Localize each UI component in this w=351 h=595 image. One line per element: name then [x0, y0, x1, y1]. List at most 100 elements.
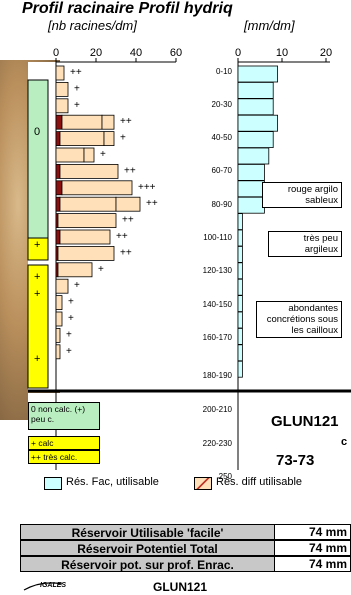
- root-bar-annotation: +: [98, 264, 104, 275]
- footer-code: GLUN121: [153, 580, 208, 594]
- root-bar-annotation: +: [100, 149, 106, 160]
- root-bar-annotation: ++: [124, 165, 136, 176]
- root-bar-annotation: ++: [146, 198, 158, 209]
- calc-legend-tres: ++ très calc.: [28, 450, 100, 464]
- root-bar-diff: [101, 114, 115, 130]
- root-bar-light: [55, 147, 85, 163]
- water-tick-label: 0: [235, 47, 241, 59]
- calc-legend-noncalc: 0 non calc. (+) peu c.: [28, 402, 100, 430]
- page-header-title: Profil racinaire Profil hydriq: [22, 0, 233, 17]
- water-bar: [237, 180, 265, 198]
- water-bar: [237, 147, 270, 165]
- root-bar-annotation: ++: [116, 231, 128, 242]
- legend-diff-swatch: [194, 477, 212, 490]
- root-bar-light: [61, 114, 103, 130]
- depth-label: 20-30: [212, 100, 233, 109]
- root-bar-annotation: +: [120, 133, 126, 144]
- root-bar-diff: [83, 147, 95, 163]
- water-bar: [237, 114, 278, 132]
- depth-label: 220-230: [203, 439, 233, 448]
- profile-letter: c: [341, 436, 348, 448]
- summary-row: Réservoir pot. sur prof. Enrac. 74 mm: [20, 556, 351, 572]
- summary-label: Réservoir pot. sur prof. Enrac.: [61, 558, 234, 572]
- root-bar-dark: [55, 114, 63, 130]
- water-bar: [237, 163, 265, 181]
- summary-row: Réservoir Potentiel Total 74 mm: [20, 540, 351, 556]
- depth-label: 100-110: [203, 233, 232, 242]
- profile-code: GLUN121: [271, 413, 339, 430]
- calc-symbol: +: [34, 271, 40, 283]
- water-bar: [237, 278, 243, 296]
- root-bar-light: [57, 245, 115, 261]
- water-bar: [237, 229, 243, 247]
- water-bar: [237, 213, 243, 231]
- depth-label: 0-10: [216, 67, 233, 76]
- legend-fac-swatch: [44, 477, 62, 490]
- legend-fac-label: Rés. Fac, utilisable: [66, 476, 159, 488]
- calc-symbol: +: [34, 288, 40, 300]
- root-bar-light: [57, 213, 117, 229]
- depth-label: 40-50: [212, 133, 233, 142]
- root-tick-label: 20: [90, 47, 102, 59]
- water-bar: [237, 327, 243, 345]
- root-bar-light: [59, 163, 119, 179]
- water-bar: [237, 295, 243, 313]
- root-bar-annotation: +: [68, 297, 74, 308]
- summary-row: Réservoir Utilisable 'facile' 74 mm: [20, 524, 351, 540]
- depth-label: 140-150: [203, 300, 233, 309]
- root-bar-diff: [103, 131, 115, 147]
- root-bar-light: [55, 98, 69, 114]
- calc-zone-calc: [27, 264, 49, 389]
- root-tick-label: 60: [170, 47, 182, 59]
- water-bar: [237, 344, 243, 362]
- root-bar-light: [55, 295, 63, 311]
- root-bars: +++++++++++++++++++++++++++: [55, 65, 158, 360]
- depth-label: 200-210: [203, 405, 233, 414]
- water-bar: [237, 311, 243, 329]
- root-bar-annotation: +: [66, 329, 72, 340]
- root-bar-annotation: +: [74, 100, 80, 111]
- summary-value: 74 mm: [274, 525, 350, 539]
- root-bar-dark: [55, 131, 61, 147]
- note-tres-peu-argileux: très peu argileux: [268, 231, 342, 257]
- calc-legend-calc: + calc: [28, 436, 100, 450]
- root-bar-light: [55, 278, 69, 294]
- water-ticks: 0 10 20: [235, 47, 332, 62]
- root-tick-label: 0: [53, 47, 59, 59]
- logo-text: IGALES: [40, 582, 66, 589]
- root-bar-annotation: +++: [138, 182, 156, 193]
- summary-label: Réservoir Potentiel Total: [77, 542, 218, 556]
- igales-logo: IGALES: [23, 582, 66, 591]
- depth-label: 120-130: [203, 266, 233, 275]
- calc-symbol: +: [34, 353, 40, 365]
- root-bar-light: [59, 229, 111, 245]
- root-bar-diff: [115, 196, 141, 212]
- depth-label: 60-70: [212, 166, 233, 175]
- water-bar: [237, 245, 243, 263]
- water-bar: [237, 196, 265, 214]
- note-concretions: abondantes concrétions sous les cailloux: [256, 301, 342, 338]
- root-ticks: 0 20 40 60: [53, 47, 182, 62]
- root-bar-light: [59, 196, 117, 212]
- calc-zone-peu: [27, 237, 49, 261]
- root-unit-label: [nb racines/dm]: [48, 18, 137, 33]
- summary-value: 74 mm: [274, 557, 350, 571]
- root-bar-dark: [55, 163, 61, 179]
- summary-label: Réservoir Utilisable 'facile': [71, 526, 224, 540]
- root-bar-light: [55, 65, 65, 81]
- water-tick-label: 10: [276, 47, 288, 59]
- root-bar-annotation: ++: [120, 247, 132, 258]
- root-bar-annotation: +: [74, 280, 80, 291]
- water-bar: [237, 65, 278, 83]
- water-bar: [237, 98, 274, 116]
- root-bar-light: [55, 82, 69, 97]
- water-bar: [237, 262, 243, 280]
- root-bar-light: [55, 311, 63, 327]
- root-bar-dark: [55, 229, 61, 245]
- root-bar-dark: [55, 180, 63, 196]
- legend-diff-label: Rés. diff utilisable: [216, 476, 303, 488]
- root-bar-light: [55, 327, 61, 343]
- water-unit-label: [mm/dm]: [244, 18, 295, 33]
- water-bar: [237, 82, 274, 99]
- depth-label: 80-90: [212, 200, 233, 209]
